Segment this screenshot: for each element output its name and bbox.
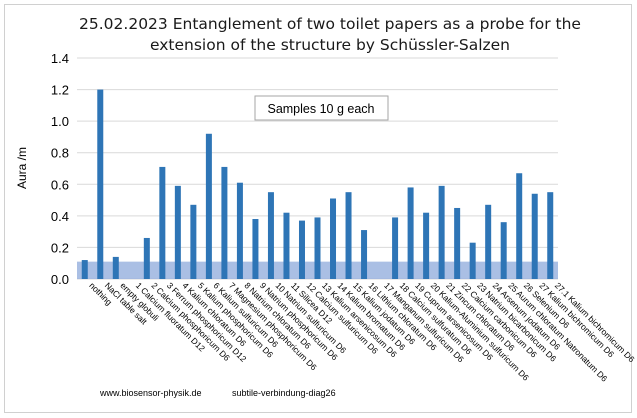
bar	[174, 185, 181, 279]
bar	[205, 133, 212, 279]
bar	[298, 220, 305, 279]
bar	[361, 230, 368, 279]
bar	[407, 187, 414, 279]
bar	[485, 204, 492, 279]
annotation-box: Samples 10 g each	[254, 95, 389, 121]
y-axis-label: Aura /m	[15, 147, 29, 189]
bar	[190, 204, 197, 279]
bar	[159, 166, 166, 279]
bar	[469, 242, 476, 279]
bar	[330, 198, 337, 279]
y-tick-label: 0.6	[51, 177, 69, 192]
bar	[531, 193, 538, 279]
bar	[221, 166, 228, 279]
bars	[81, 89, 554, 279]
footer-website: www.biosensor-physik.de	[100, 388, 202, 398]
bar	[438, 185, 445, 279]
footer-diagram-id: subtile-verbindung-diag26	[232, 388, 336, 398]
bar	[252, 219, 259, 279]
bar	[283, 212, 290, 279]
y-tick-label: 0.0	[51, 272, 69, 287]
bar	[345, 192, 352, 279]
bar	[236, 182, 243, 279]
bar	[423, 212, 430, 279]
chart-frame	[4, 4, 632, 413]
y-tick-label: 0.8	[51, 146, 69, 161]
chart-title-line1: 25.02.2023 Entanglement of two toilet pa…	[79, 15, 581, 33]
bar	[500, 222, 507, 279]
bar	[81, 260, 88, 279]
y-tick-label: 1.2	[51, 83, 69, 98]
bar	[143, 237, 150, 279]
y-tick-label: 1.4	[51, 51, 69, 66]
y-tick-label: 0.4	[51, 209, 69, 224]
bar	[454, 207, 461, 279]
y-tick-labels: 0.0 0.2 0.4 0.6 0.8 1.0 1.2 1.4	[51, 51, 69, 287]
chart-title-line2: extension of the structure by Schüssler-…	[149, 36, 511, 54]
bar	[314, 217, 321, 279]
bar	[547, 192, 554, 279]
y-tick-label: 0.2	[51, 240, 69, 255]
bar	[97, 89, 104, 279]
y-tick-label: 1.0	[51, 114, 69, 129]
bar	[516, 173, 523, 279]
annotation-text: Samples 10 g each	[267, 102, 374, 116]
chart-title: 25.02.2023 Entanglement of two toilet pa…	[40, 14, 620, 56]
bar	[112, 256, 119, 279]
bar	[392, 217, 399, 279]
bar	[267, 192, 274, 279]
